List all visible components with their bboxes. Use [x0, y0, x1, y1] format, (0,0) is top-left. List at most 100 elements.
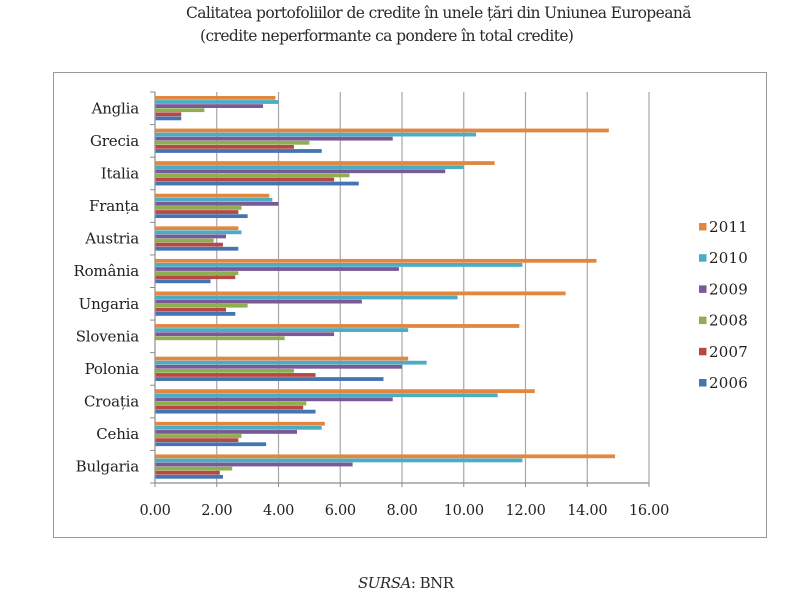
- x-tick-label: 16.00: [629, 503, 669, 519]
- bar-2007-Italia: [155, 177, 335, 182]
- bar-2009-Anglia: [155, 104, 264, 108]
- bar-2009-Cehia: [155, 430, 298, 434]
- bar-2009-Croația: [155, 397, 393, 402]
- category-label: România: [74, 262, 140, 280]
- x-tick-label: 12.00: [505, 503, 545, 519]
- category-label: Austria: [84, 230, 139, 248]
- bar-2010-Grecia: [155, 132, 477, 137]
- bar-2011-Italia: [155, 161, 495, 165]
- source-value: BNR: [415, 574, 454, 592]
- axes: [150, 91, 650, 487]
- bar-2009-Grecia: [155, 136, 393, 141]
- bar-2010-Anglia: [155, 100, 279, 104]
- x-tick-label: 2.00: [201, 503, 232, 519]
- bar-2011-Franța: [155, 193, 270, 198]
- bar-2009-Italia: [155, 169, 446, 174]
- bar-2010-Ungaria: [155, 295, 458, 300]
- bar-2006-Franța: [155, 214, 248, 219]
- bar-2009-Slovenia: [155, 332, 335, 337]
- legend-swatch: [699, 285, 707, 293]
- bar-2010-Cehia: [155, 425, 322, 430]
- x-tick-label: 10.00: [444, 503, 484, 519]
- bar-2006-Ungaria: [155, 311, 236, 316]
- category-labels: Anglia Grecia Italia Franța Austria România Un…: [74, 99, 140, 475]
- bar-2008-Austria: [155, 238, 214, 243]
- bar-2010-Slovenia: [155, 328, 409, 332]
- bar-2006-Anglia: [155, 116, 182, 121]
- bar-2010-Croația: [155, 393, 498, 398]
- bar-2010-Bulgaria: [155, 458, 523, 463]
- category-label: Polonia: [85, 360, 140, 378]
- bar-2011-România: [155, 258, 597, 263]
- bar-2008-Grecia: [155, 140, 310, 145]
- legend-label: 2007: [709, 343, 748, 361]
- bar-2011-Austria: [155, 226, 239, 231]
- bar-2008-Anglia: [155, 108, 205, 113]
- bar-2009-Bulgaria: [155, 462, 353, 467]
- bar-2008-Polonia: [155, 368, 294, 373]
- bars: [155, 95, 616, 479]
- bar-2008-Bulgaria: [155, 466, 233, 471]
- x-tick-label: 4.00: [263, 503, 294, 519]
- category-label: Italia: [101, 164, 139, 182]
- bar-2007-Austria: [155, 242, 223, 247]
- source-separator: :: [410, 574, 416, 592]
- bar-2010-Polonia: [155, 360, 427, 365]
- category-label: Slovenia: [76, 327, 140, 345]
- bar-2006-Austria: [155, 246, 239, 251]
- bar-2010-Italia: [155, 165, 464, 170]
- bar-2006-Bulgaria: [155, 474, 223, 479]
- bar-2009-Franța: [155, 201, 279, 206]
- source-label: SURSA: [358, 574, 411, 592]
- bar-2007-Bulgaria: [155, 470, 220, 475]
- category-label: Ungaria: [79, 295, 140, 313]
- legend: 2011 2010 2009 2008 2007 2006: [699, 218, 748, 392]
- x-tick-labels: 0.00 2.00 4.00 6.00 8.00 10.00 12.00 14.00 16.00: [139, 503, 669, 519]
- x-tick-label: 6.00: [325, 503, 356, 519]
- x-tick-label: 0.00: [139, 503, 170, 519]
- bar-2006-Cehia: [155, 442, 267, 447]
- legend-label: 2009: [709, 280, 748, 298]
- legend-label: 2006: [709, 374, 748, 392]
- bar-2008-România: [155, 271, 239, 276]
- bar-2007-Cehia: [155, 438, 239, 443]
- bar-2011-Bulgaria: [155, 454, 616, 459]
- bar-2006-România: [155, 279, 211, 284]
- category-label: Franța: [89, 197, 139, 215]
- legend-label: 2011: [709, 218, 748, 236]
- bar-2006-Grecia: [155, 149, 322, 153]
- bar-2011-Anglia: [155, 95, 276, 100]
- bar-2007-Croația: [155, 405, 304, 410]
- x-tick-label: 8.00: [386, 503, 417, 519]
- bar-2008-Ungaria: [155, 303, 248, 308]
- bar-2008-Italia: [155, 173, 350, 178]
- legend-label: 2010: [709, 249, 748, 267]
- bar-2008-Franța: [155, 206, 242, 210]
- bar-2011-Cehia: [155, 421, 325, 426]
- bar-2009-Polonia: [155, 364, 402, 369]
- bar-2006-Polonia: [155, 377, 384, 381]
- legend-swatch: [699, 223, 707, 231]
- bar-2011-Croația: [155, 389, 535, 394]
- bar-2010-România: [155, 263, 523, 267]
- x-tick-label: 14.00: [567, 503, 607, 519]
- chart-title: Calitatea portofoliilor de credite în un…: [186, 4, 691, 22]
- legend-swatch: [699, 347, 707, 356]
- category-label: Bulgaria: [76, 458, 140, 476]
- legend-swatch: [699, 316, 707, 325]
- category-label: Cehia: [96, 425, 139, 443]
- category-label: Anglia: [91, 99, 140, 117]
- source-note: SURSA: BNR: [358, 574, 454, 592]
- bar-2010-Austria: [155, 230, 242, 235]
- bar-2007-România: [155, 275, 236, 280]
- bar-2008-Croația: [155, 401, 307, 406]
- bar-2011-Ungaria: [155, 291, 566, 296]
- bar-2007-Grecia: [155, 144, 294, 149]
- bar-2009-Austria: [155, 234, 227, 239]
- bar-2009-România: [155, 267, 399, 271]
- bar-2009-Ungaria: [155, 299, 362, 304]
- bar-2011-Slovenia: [155, 324, 520, 328]
- legend-label: 2008: [709, 312, 748, 330]
- category-label: Grecia: [90, 132, 139, 150]
- bar-2006-Croația: [155, 409, 316, 414]
